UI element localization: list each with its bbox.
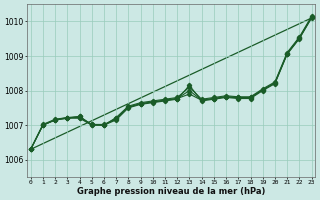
X-axis label: Graphe pression niveau de la mer (hPa): Graphe pression niveau de la mer (hPa) <box>77 187 265 196</box>
